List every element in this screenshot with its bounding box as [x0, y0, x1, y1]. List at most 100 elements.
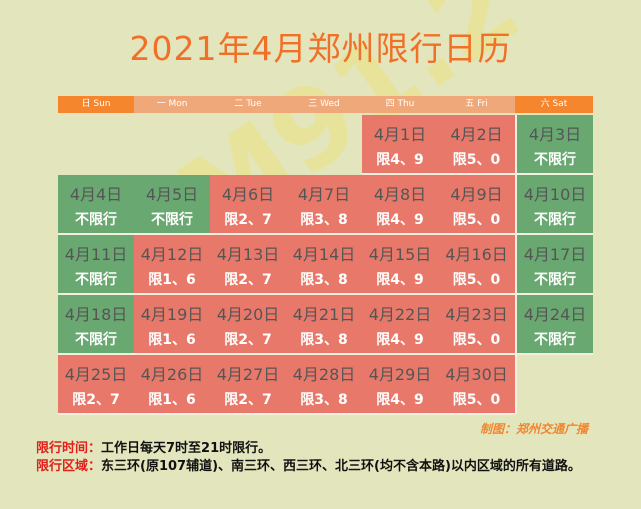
weekday-label: 六 Sat [515, 96, 593, 113]
day-rule: 限2、7 [224, 332, 272, 348]
day-date: 4月29日 [368, 365, 432, 384]
day-date: 4月28日 [292, 365, 356, 384]
day-date: 4月17日 [523, 245, 587, 264]
day-rule: 不限行 [151, 212, 193, 228]
day-date: 4月20日 [216, 305, 280, 324]
note-text: 东三环(原107辅道)、南三环、西三环、北三环(均不含本路)以内区域的所有道路。 [101, 459, 581, 474]
day-date: 4月5日 [145, 185, 199, 204]
day-date: 4月6日 [221, 185, 275, 204]
day-cell: 4月1日 限4、9 [362, 115, 438, 175]
day-rule: 限5、0 [452, 392, 501, 408]
day-cell: 4月17日不限行 [515, 235, 593, 295]
day-cell: 4月8日限4、9 [362, 175, 438, 235]
day-date: 4月24日 [523, 305, 587, 324]
day-cell: 4月29日限4、9 [362, 355, 438, 415]
day-cell: 4月7日限3、8 [286, 175, 362, 235]
empty-cell [210, 115, 286, 175]
day-rule: 不限行 [75, 212, 117, 228]
day-date: 4月14日 [292, 245, 356, 264]
empty-cell [134, 115, 210, 175]
day-date: 4月27日 [216, 365, 280, 384]
day-rule: 限4、9 [376, 152, 424, 168]
day-rule: 限3、8 [300, 332, 348, 348]
day-cell: 4月26日限1、6 [134, 355, 210, 415]
calendar-grid: 4月1日 限4、9 4月2日 限5、0 4月3日 不限行 4月4日 不限行 4月5日 不限行 4月6… [58, 115, 593, 415]
day-rule: 限5、0 [452, 272, 501, 288]
day-date: 4月19日 [140, 305, 204, 324]
day-date: 4月30日 [445, 365, 508, 384]
credit: 制图：郑州交通广播 [480, 422, 589, 436]
weekday-label: 五 Fri [438, 96, 515, 113]
day-rule: 限2、7 [224, 272, 272, 288]
day-rule: 限4、9 [376, 212, 424, 228]
day-date: 4月26日 [140, 365, 204, 384]
day-date: 4月4日 [69, 185, 123, 204]
day-cell: 4月3日不限行 [515, 115, 593, 175]
day-cell: 4月20日限2、7 [210, 295, 286, 355]
day-rule: 不限行 [75, 272, 117, 288]
day-cell: 4月16日限5、0 [438, 235, 515, 295]
day-cell: 4月23日限5、0 [438, 295, 515, 355]
day-date: 4月25日 [64, 365, 128, 384]
day-rule: 限4、9 [376, 272, 424, 288]
day-cell: 4月2日 限5、0 [438, 115, 515, 175]
day-date: 4月13日 [216, 245, 280, 264]
day-cell: 4月10日不限行 [515, 175, 593, 235]
day-rule: 限4、9 [376, 332, 424, 348]
day-cell: 4月28日限3、8 [286, 355, 362, 415]
day-rule: 不限行 [534, 212, 576, 228]
day-rule: 限1、6 [148, 392, 196, 408]
day-cell: 4月22日 限4、9 [362, 295, 438, 355]
day-date: 4月16日 [445, 245, 508, 264]
day-rule: 限1、6 [148, 272, 196, 288]
day-rule: 限2、7 [224, 212, 272, 228]
day-rule: 不限行 [534, 272, 576, 288]
day-rule: 限2、7 [224, 392, 272, 408]
day-cell: 4月13日限2、7 [210, 235, 286, 295]
day-rule: 限4、9 [376, 392, 424, 408]
day-rule: 限2、7 [72, 392, 120, 408]
day-date: 4月3日 [528, 125, 582, 144]
weekday-label: 日 Sun [58, 96, 134, 113]
day-date: 4月12日 [140, 245, 204, 264]
day-rule: 不限行 [75, 332, 117, 348]
page-title: 2021年4月郑州限行日历 [129, 29, 512, 68]
day-date: 4月2日 [450, 125, 503, 144]
note-area: 限行区域：东三环(原107辅道)、南三环、西三环、北三环(均不含本路)以内区域的… [36, 455, 581, 474]
day-cell: 4月18日不限行 [58, 295, 134, 355]
day-date: 4月11日 [64, 245, 128, 264]
day-cell: 4月5日不限行 [134, 175, 210, 235]
day-cell: 4月15日限4、9 [362, 235, 438, 295]
weekday-header: 日 Sun 一 Mon 二 Tue 三 Wed 四 Thu 五 Fri 六 Sat [58, 96, 593, 113]
day-cell: 4月25日限2、7 [58, 355, 134, 415]
weekday-label: 三 Wed [286, 96, 362, 113]
day-rule: 限5、0 [452, 332, 501, 348]
day-cell: 4月11日不限行 [58, 235, 134, 295]
day-rule: 限5、0 [452, 212, 501, 228]
day-cell: 4月21日 限3、8 [286, 295, 362, 355]
day-date: 4月7日 [297, 185, 351, 204]
empty-cell [58, 115, 134, 175]
note-label: 限行时间： [36, 441, 102, 456]
empty-cell [286, 115, 362, 175]
weekday-label: 四 Thu [362, 96, 438, 113]
day-rule: 限3、8 [300, 392, 348, 408]
day-rule: 限3、8 [300, 212, 348, 228]
day-date: 4月23日 [445, 305, 508, 324]
day-rule: 不限行 [534, 152, 576, 168]
day-date: 4月15日 [368, 245, 432, 264]
day-cell: 4月30日限5、0 [438, 355, 515, 415]
weekday-label: 一 Mon [134, 96, 210, 113]
note-label: 限行区域： [36, 459, 102, 474]
day-cell: 4月14日 限3、8 [286, 235, 362, 295]
day-cell: 4月24日不限行 [515, 295, 593, 355]
empty-cell [515, 355, 593, 415]
day-date: 4月18日 [64, 305, 128, 324]
day-date: 4月9日 [450, 185, 503, 204]
day-rule: 不限行 [534, 332, 576, 348]
day-date: 4月10日 [523, 185, 587, 204]
day-date: 4月8日 [373, 185, 427, 204]
day-rule: 限1、6 [148, 332, 196, 348]
day-cell: 4月19日限1、6 [134, 295, 210, 355]
weekday-label: 二 Tue [210, 96, 286, 113]
